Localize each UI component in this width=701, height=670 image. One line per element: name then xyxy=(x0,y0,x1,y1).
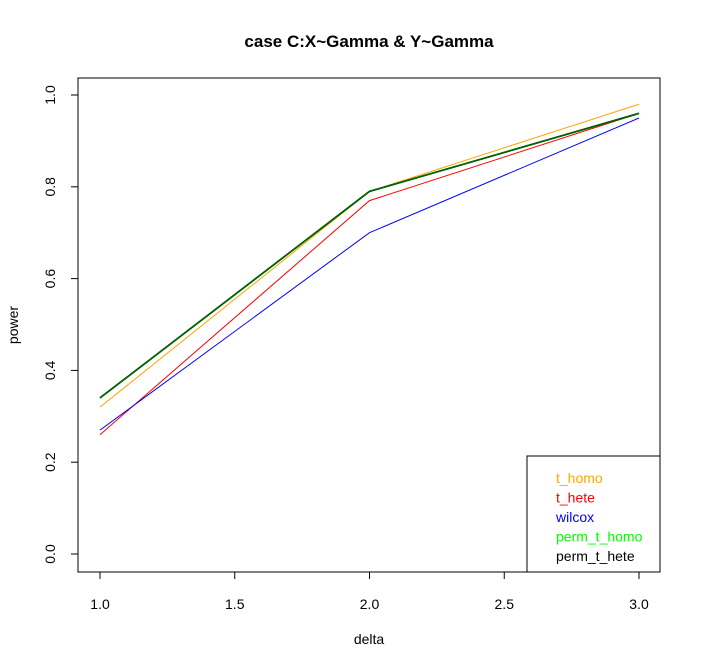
y-tick-label: 1.0 xyxy=(42,85,58,105)
series-lines xyxy=(99,103,640,436)
x-tick-label: 1.5 xyxy=(225,596,245,612)
legend-item-perm-t-hete: perm_t_hete xyxy=(556,548,635,564)
x-tick-label: 2.0 xyxy=(360,596,380,612)
x-axis-label: delta xyxy=(354,631,385,647)
y-axis: 0.0 0.2 0.4 0.6 0.8 1.0 xyxy=(42,85,79,564)
chart-title: case C:X~Gamma & Y~Gamma xyxy=(244,32,494,51)
legend-item-t-hete: t_hete xyxy=(556,490,595,506)
series-line-unlabeled xyxy=(99,112,640,399)
series-line-wilcox xyxy=(99,117,640,431)
legend-box xyxy=(526,455,661,573)
series-line-perm-t-homo xyxy=(99,112,640,399)
legend-item-t-homo: t_homo xyxy=(556,470,603,486)
y-tick-label: 0.6 xyxy=(42,269,58,289)
x-tick-label: 1.0 xyxy=(90,596,110,612)
legend-item-wilcox: wilcox xyxy=(555,509,594,525)
x-tick-label: 3.0 xyxy=(629,596,649,612)
y-tick-label: 0.8 xyxy=(42,177,58,197)
y-tick-label: 0.2 xyxy=(42,452,58,472)
y-tick-label: 0.0 xyxy=(42,544,58,564)
legend-item-perm-t-homo: perm_t_homo xyxy=(556,529,643,545)
y-tick-label: 0.4 xyxy=(42,360,58,380)
series-line-t-hete xyxy=(99,112,640,436)
series-line-t-homo xyxy=(99,103,640,408)
x-tick-label: 2.5 xyxy=(495,596,515,612)
x-axis: 1.0 1.5 2.0 2.5 3.0 xyxy=(90,571,649,612)
series-line-perm-t-hete xyxy=(99,112,640,399)
y-axis-label: power xyxy=(5,306,21,344)
